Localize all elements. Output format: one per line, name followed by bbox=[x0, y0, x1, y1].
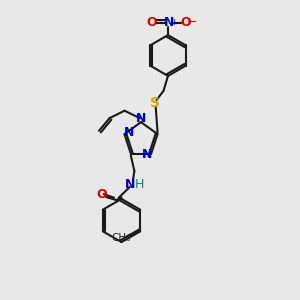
Text: N: N bbox=[164, 16, 174, 29]
Text: N: N bbox=[125, 178, 136, 191]
Text: S: S bbox=[150, 97, 160, 110]
Text: +: + bbox=[170, 18, 178, 27]
Text: −: − bbox=[187, 16, 197, 29]
Text: O: O bbox=[180, 16, 191, 29]
Text: CH₃: CH₃ bbox=[111, 233, 130, 243]
Text: N: N bbox=[124, 126, 134, 139]
Text: O: O bbox=[97, 188, 107, 201]
Text: N: N bbox=[142, 148, 152, 161]
Text: H: H bbox=[135, 178, 144, 191]
Text: N: N bbox=[136, 112, 146, 125]
Text: O: O bbox=[146, 16, 157, 29]
